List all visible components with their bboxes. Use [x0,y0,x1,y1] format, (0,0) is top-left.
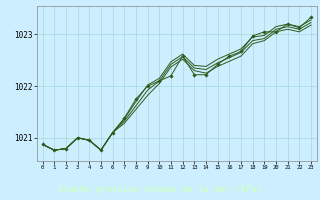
Text: Graphe pression niveau de la mer (hPa): Graphe pression niveau de la mer (hPa) [58,185,262,194]
